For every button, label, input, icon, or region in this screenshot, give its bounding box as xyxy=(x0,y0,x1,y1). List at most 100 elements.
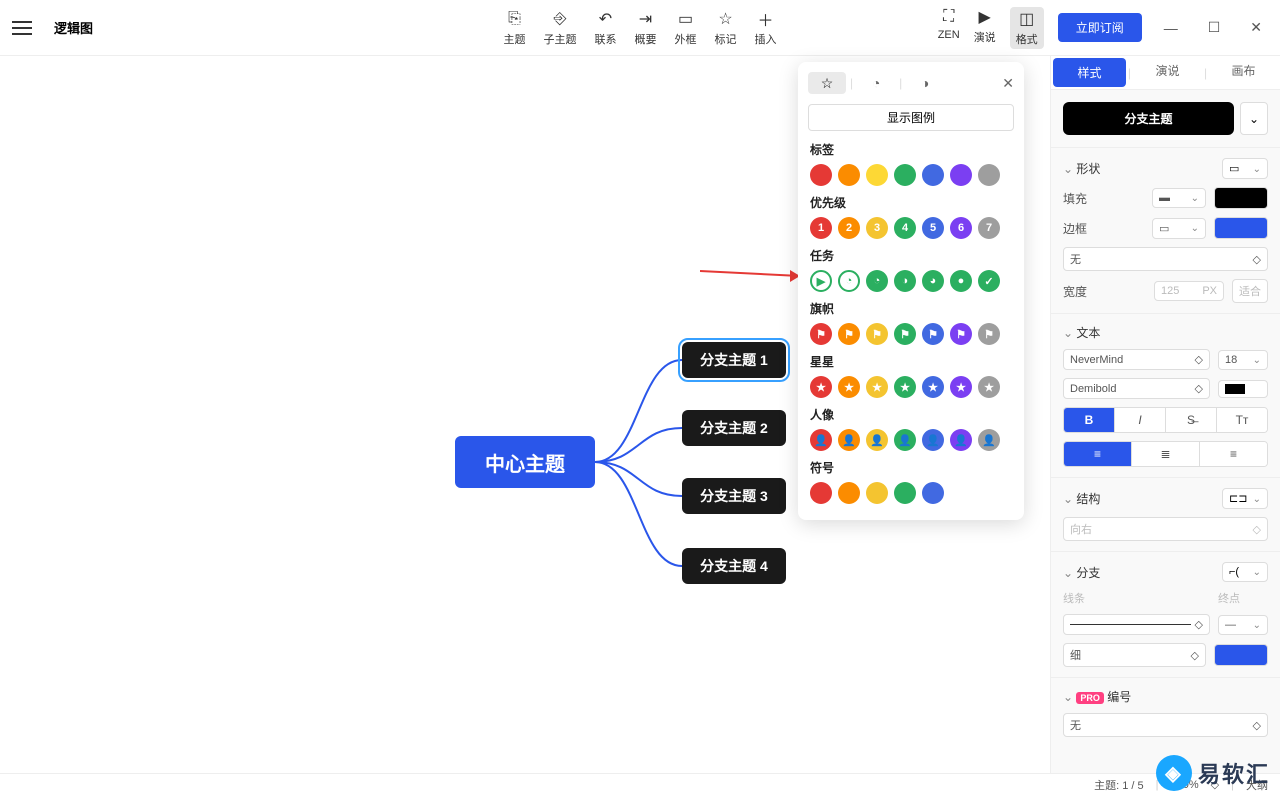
maximize-button[interactable]: ☐ xyxy=(1200,15,1229,40)
marker-星星-1[interactable]: ★ xyxy=(838,376,860,398)
marker-任务-0[interactable]: ▶ xyxy=(810,270,832,292)
font-color-select[interactable] xyxy=(1218,380,1268,398)
toolbar-演说[interactable]: ▶演说 xyxy=(974,7,996,49)
center-topic[interactable]: 中心主题 xyxy=(455,436,595,488)
marker-任务-1[interactable]: ◔ xyxy=(838,270,860,292)
structure-toggle[interactable]: 结构 xyxy=(1063,490,1100,507)
text-toggle[interactable]: 文本 xyxy=(1063,324,1100,341)
marker-优先级-0[interactable]: 1 xyxy=(810,217,832,239)
toolbar-概要[interactable]: ⇥概要 xyxy=(635,9,657,47)
toolbar-格式[interactable]: ◫格式 xyxy=(1010,7,1044,49)
sidebar-tab-样式[interactable]: 样式 xyxy=(1053,58,1126,87)
marker-任务-4[interactable]: ◕ xyxy=(922,270,944,292)
marker-旗帜-4[interactable]: ⚑ xyxy=(922,323,944,345)
fill-color[interactable] xyxy=(1214,187,1268,209)
border-style-select[interactable]: ▭ xyxy=(1152,218,1206,239)
marker-旗帜-0[interactable]: ⚑ xyxy=(810,323,832,345)
marker-星星-2[interactable]: ★ xyxy=(866,376,888,398)
marker-符号-1[interactable] xyxy=(838,482,860,504)
marker-panel-close[interactable]: ✕ xyxy=(1002,75,1014,92)
border-color[interactable] xyxy=(1214,217,1268,239)
branch-color[interactable] xyxy=(1214,644,1268,666)
branch-toggle[interactable]: 分支 xyxy=(1063,564,1100,581)
marker-任务-3[interactable]: ◑ xyxy=(894,270,916,292)
branch-topic-4[interactable]: 分支主题 4 xyxy=(682,548,786,584)
marker-任务-2[interactable]: ◔ xyxy=(866,270,888,292)
subscribe-button[interactable]: 立即订阅 xyxy=(1058,13,1142,42)
marker-优先级-1[interactable]: 2 xyxy=(838,217,860,239)
marker-星星-0[interactable]: ★ xyxy=(810,376,832,398)
branch-topic-1[interactable]: 分支主题 1 xyxy=(682,342,786,378)
italic-button[interactable]: I xyxy=(1115,408,1166,432)
marker-优先级-5[interactable]: 6 xyxy=(950,217,972,239)
structure-select[interactable]: ⊏⊐ xyxy=(1222,488,1268,509)
sidebar-tab-演说[interactable]: 演说 xyxy=(1131,56,1204,89)
marker-标签-4[interactable] xyxy=(922,164,944,186)
font-weight-select[interactable]: Demibold◇ xyxy=(1063,378,1210,399)
marker-标签-1[interactable] xyxy=(838,164,860,186)
marker-人像-2[interactable]: 👤 xyxy=(866,429,888,451)
marker-优先级-2[interactable]: 3 xyxy=(866,217,888,239)
branch-topic-3[interactable]: 分支主题 3 xyxy=(682,478,786,514)
marker-标签-5[interactable] xyxy=(950,164,972,186)
marker-任务-6[interactable]: ✓ xyxy=(978,270,1000,292)
marker-tab-2[interactable]: ◑ xyxy=(906,72,944,94)
marker-人像-5[interactable]: 👤 xyxy=(950,429,972,451)
marker-人像-6[interactable]: 👤 xyxy=(978,429,1000,451)
width-input[interactable]: 125PX xyxy=(1154,281,1224,301)
marker-tab-0[interactable]: ☆ xyxy=(808,72,846,94)
marker-符号-3[interactable] xyxy=(894,482,916,504)
marker-标签-0[interactable] xyxy=(810,164,832,186)
toolbar-子主题[interactable]: ⎆子主题 xyxy=(544,9,577,47)
fit-button[interactable]: 适合 xyxy=(1232,279,1268,303)
fill-style-select[interactable]: ▬ xyxy=(1152,188,1206,208)
toolbar-标记[interactable]: ☆标记 xyxy=(715,9,737,47)
marker-旗帜-3[interactable]: ⚑ xyxy=(894,323,916,345)
marker-人像-1[interactable]: 👤 xyxy=(838,429,860,451)
line-thickness-select[interactable]: 细◇ xyxy=(1063,643,1206,667)
shape-select[interactable]: ▭ xyxy=(1222,158,1268,179)
menu-button[interactable] xyxy=(10,16,34,40)
show-legend-button[interactable]: 显示图例 xyxy=(808,104,1014,131)
toolbar-联系[interactable]: ↶联系 xyxy=(595,9,617,47)
marker-tab-1[interactable]: ◔ xyxy=(857,72,895,94)
marker-星星-4[interactable]: ★ xyxy=(922,376,944,398)
direction-select[interactable]: 向右◇ xyxy=(1063,517,1268,541)
branch-topic-2[interactable]: 分支主题 2 xyxy=(682,410,786,446)
marker-旗帜-6[interactable]: ⚑ xyxy=(978,323,1000,345)
marker-人像-4[interactable]: 👤 xyxy=(922,429,944,451)
marker-任务-5[interactable]: ● xyxy=(950,270,972,292)
marker-优先级-6[interactable]: 7 xyxy=(978,217,1000,239)
case-button[interactable]: Tᴛ xyxy=(1217,408,1267,432)
font-family-select[interactable]: NeverMind◇ xyxy=(1063,349,1210,370)
strike-button[interactable]: S̶ xyxy=(1166,408,1217,432)
marker-标签-3[interactable] xyxy=(894,164,916,186)
toolbar-外框[interactable]: ▭外框 xyxy=(675,9,697,47)
topic-type-dropdown[interactable]: ⌄ xyxy=(1240,102,1268,135)
marker-星星-6[interactable]: ★ xyxy=(978,376,1000,398)
border-none-select[interactable]: 无◇ xyxy=(1063,247,1268,271)
marker-标签-2[interactable] xyxy=(866,164,888,186)
minimize-button[interactable]: ― xyxy=(1156,16,1186,40)
marker-标签-6[interactable] xyxy=(978,164,1000,186)
line-style-select[interactable]: ◇ xyxy=(1063,614,1210,635)
marker-人像-3[interactable]: 👤 xyxy=(894,429,916,451)
align-right[interactable]: ≡ xyxy=(1200,442,1267,466)
marker-符号-4[interactable] xyxy=(922,482,944,504)
marker-优先级-3[interactable]: 4 xyxy=(894,217,916,239)
marker-优先级-4[interactable]: 5 xyxy=(922,217,944,239)
close-button[interactable]: ✕ xyxy=(1242,15,1270,40)
align-center[interactable]: ≣ xyxy=(1132,442,1200,466)
sidebar-tab-画布[interactable]: 画布 xyxy=(1207,56,1280,89)
toolbar-ZEN[interactable]: ⛶ZEN xyxy=(938,7,960,49)
marker-符号-2[interactable] xyxy=(866,482,888,504)
marker-星星-3[interactable]: ★ xyxy=(894,376,916,398)
marker-旗帜-2[interactable]: ⚑ xyxy=(866,323,888,345)
line-end-select[interactable]: — xyxy=(1218,615,1268,635)
font-size-select[interactable]: 18 xyxy=(1218,350,1268,370)
shape-toggle[interactable]: 形状 xyxy=(1063,160,1100,177)
marker-旗帜-5[interactable]: ⚑ xyxy=(950,323,972,345)
topic-type[interactable]: 分支主题 xyxy=(1063,102,1234,135)
branch-style-select[interactable]: ⌐( xyxy=(1222,562,1268,582)
number-select[interactable]: 无◇ xyxy=(1063,713,1268,737)
